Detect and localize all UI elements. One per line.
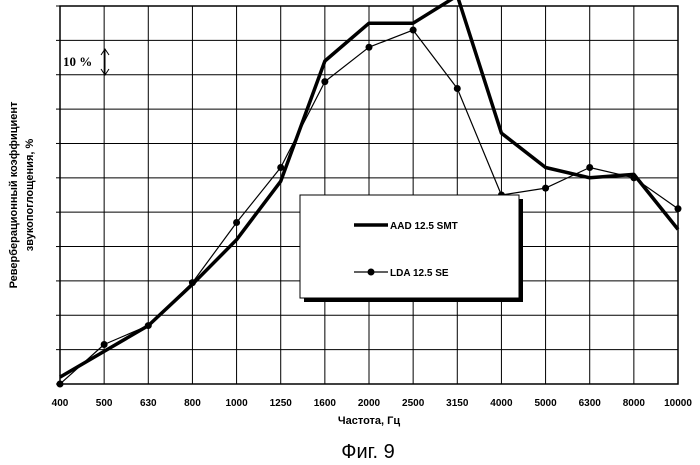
- series-point-1: [233, 219, 240, 226]
- x-tick-label: 1600: [314, 398, 337, 409]
- legend-box: [300, 195, 519, 298]
- x-tick-label: 4000: [490, 398, 513, 409]
- x-tick-label: 2500: [402, 398, 425, 409]
- x-tick-label: 3150: [446, 398, 469, 409]
- series-point-1: [277, 164, 284, 171]
- figure-caption: Фиг. 9: [341, 441, 394, 463]
- series-point-1: [321, 78, 328, 85]
- x-tick-label: 500: [96, 398, 113, 409]
- series-point-1: [57, 381, 64, 388]
- legend-label-lda: LDA 12.5 SE: [390, 268, 449, 279]
- x-tick-label: 6300: [579, 398, 602, 409]
- legend: AAD 12.5 SMT LDA 12.5 SE: [300, 195, 523, 302]
- legend-marker-lda: [368, 269, 375, 276]
- chart: 400 500 630 800 1000 1250 1600 2000 2500 3150 4000…: [0, 0, 700, 465]
- scale-annotation: 10 %: [63, 49, 109, 75]
- x-axis-label: Частота, Гц: [338, 415, 401, 427]
- legend-label-aad: AAD 12.5 SMT: [390, 221, 458, 232]
- scale-annotation-text: 10 %: [63, 54, 92, 69]
- x-tick-label: 2000: [358, 398, 381, 409]
- series-point-1: [454, 85, 461, 92]
- series-point-1: [101, 341, 108, 348]
- series-point-1: [675, 205, 682, 212]
- series-point-1: [542, 185, 549, 192]
- y-axis-label-line2: звукопоглощения, %: [24, 139, 36, 252]
- series-point-1: [366, 44, 373, 51]
- series-point-1: [410, 27, 417, 34]
- x-tick-label: 10000: [664, 398, 692, 409]
- x-tick-label: 400: [52, 398, 69, 409]
- series-point-1: [586, 164, 593, 171]
- x-tick-label: 800: [184, 398, 201, 409]
- series-point-1: [630, 174, 637, 181]
- x-tick-label: 1250: [270, 398, 293, 409]
- y-axis-label-line1: Реверберационный коэффициент: [8, 101, 20, 288]
- x-tick-labels: 400 500 630 800 1000 1250 1600 2000 2500 3150 4000…: [52, 398, 693, 409]
- x-tick-label: 8000: [623, 398, 646, 409]
- x-tick-label: 1000: [225, 398, 248, 409]
- x-tick-label: 630: [140, 398, 157, 409]
- series-point-1: [145, 322, 152, 329]
- x-tick-label: 5000: [534, 398, 557, 409]
- series-point-1: [189, 279, 196, 286]
